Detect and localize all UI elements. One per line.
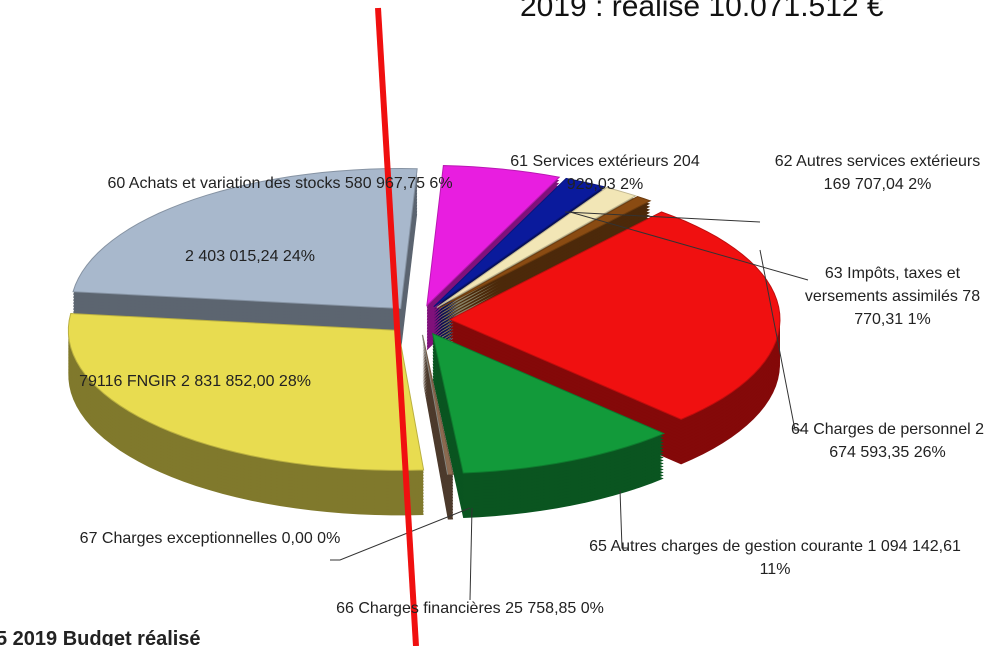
slice [433,177,605,308]
leader-line [330,507,471,561]
slice [448,211,781,420]
slice-group [431,332,666,519]
category-label: 66 Charges financières [336,600,501,617]
chart-title: 2019 : réalisé 10.071.512 € [520,0,884,23]
value-label: 25 758,85 0% [505,600,604,617]
category-label: 61 Services extérieurs [510,153,669,170]
data-label: 60 Achats et variation des stocks 580 96… [55,172,505,195]
slice [67,313,425,471]
leader-line [619,489,628,549]
data-label: 66 Charges financières 25 758,85 0% [300,597,640,620]
value-label: 0,00 0% [281,530,341,547]
slice-group [72,168,418,354]
slice [426,165,561,307]
value-label: 2 403 015,24 24% [185,248,315,265]
slice [438,195,652,309]
category-label: 60 Achats et variation des stocks [107,175,341,192]
category-label: 63 Impôts, taxes et versements assimilés [804,265,961,305]
value-label: 1 094 142,61 11% [759,538,961,578]
category-label: 79116 FNGIR [79,373,177,390]
slice [436,186,637,309]
value-label: 2 831 852,00 28% [181,373,311,390]
category-label: 62 Autres services extérieurs [774,153,981,170]
data-label: 63 Impôts, taxes et versements assimilés… [790,262,995,331]
leader-line [469,507,473,601]
data-label: 67 Charges exceptionnelles 0,00 0% [60,527,360,550]
leader-line [564,211,761,223]
leader-line [759,249,802,431]
data-label: 61 Services extérieurs 204 929,03 2% [490,150,720,196]
data-label: 79116 FNGIR 2 831 852,00 28% [25,370,365,393]
slice [431,332,666,474]
value-label: 580 967,75 6% [344,175,453,192]
footer-text: 5 2019 Budget réalisé [0,628,201,646]
category-label: 64 Charges de personnel [790,421,971,438]
slice-group [448,211,781,465]
slice-group [67,313,425,516]
value-label: 78 770,31 1% [854,288,981,328]
category-label: 67 Charges exceptionnelles [79,530,278,547]
value-label: 2 674 593,35 26% [829,421,985,461]
value-label: 204 929,03 2% [566,153,700,193]
data-label: 65 Autres charges de gestion courante 1 … [580,535,970,581]
category-label: 65 Autres charges de gestion courante [589,538,864,555]
data-label: 62 Autres services extérieurs 169 707,04… [765,150,990,196]
leader-line [569,211,809,281]
value-label: 169 707,04 2% [823,176,932,193]
data-label: 64 Charges de personnel 2 674 593,35 26% [780,418,995,464]
annotation-stroke [375,7,419,646]
slice [72,168,418,310]
data-label: 2 403 015,24 24% [150,245,350,268]
